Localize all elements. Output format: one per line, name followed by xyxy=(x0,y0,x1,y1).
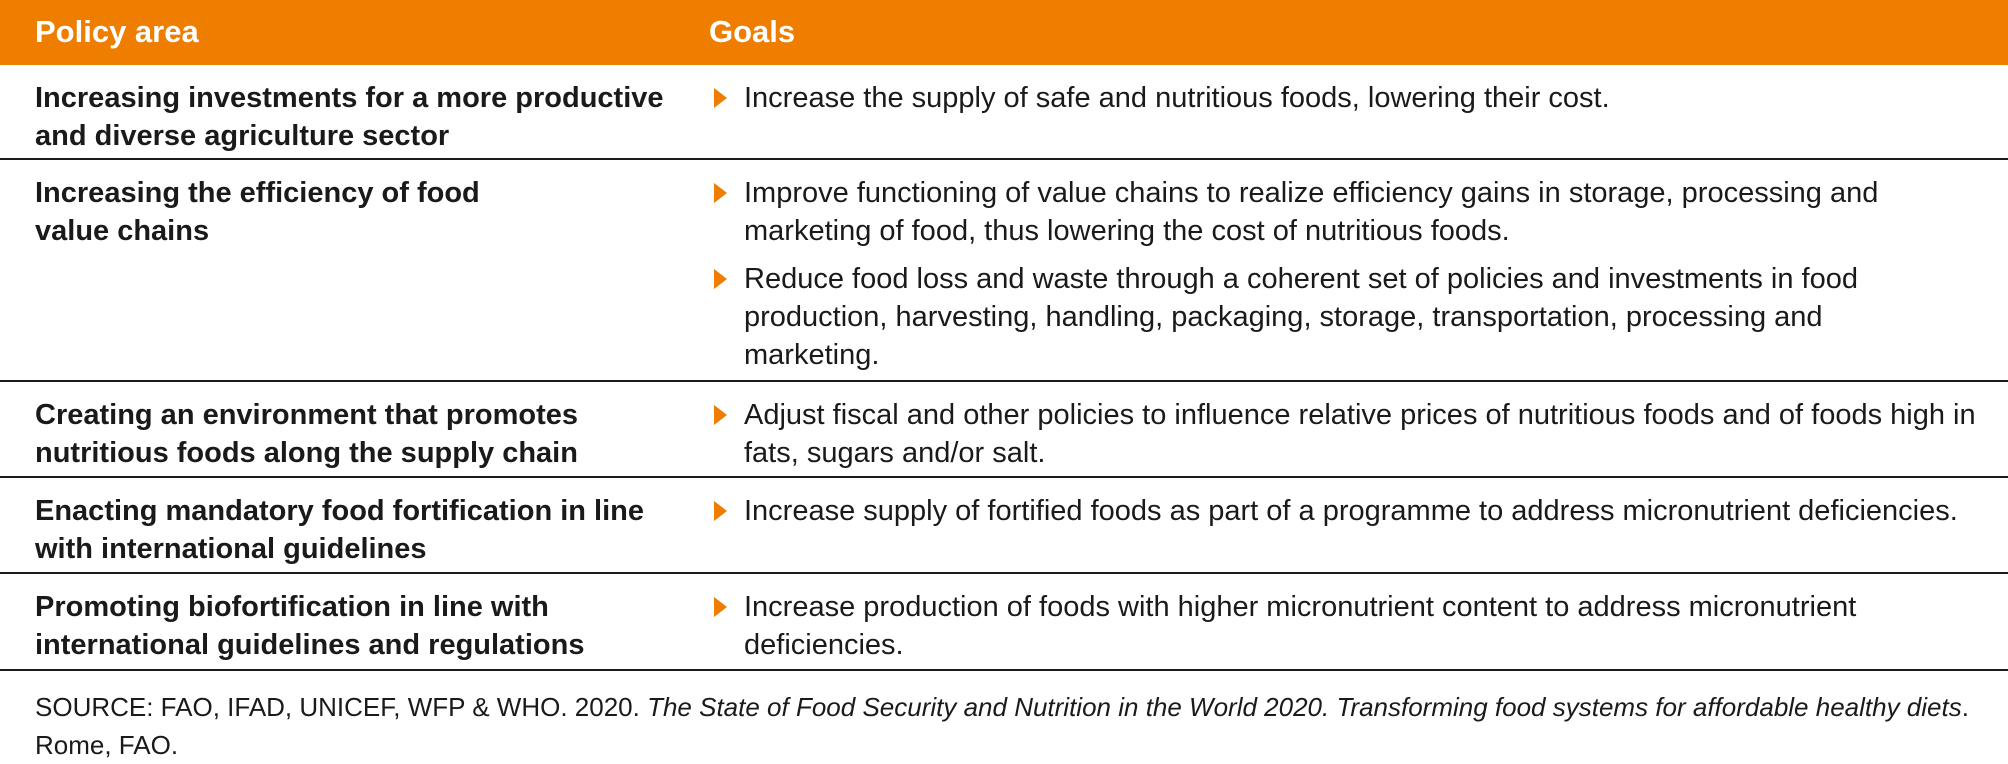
policy-area-cell: Enacting mandatory food fortification in… xyxy=(35,495,645,565)
goal-item: Increase production of foods with higher… xyxy=(709,588,1999,664)
triangle-right-icon xyxy=(714,405,727,425)
source-title: The State of Food Security and Nutrition… xyxy=(647,692,1962,722)
goals-cell: Increase production of foods with higher… xyxy=(709,588,1999,674)
triangle-right-icon xyxy=(714,183,727,203)
source-prefix: SOURCE: FAO, IFAD, UNICEF, WFP & WHO. 20… xyxy=(35,692,648,722)
goal-item: Increase the supply of safe and nutritio… xyxy=(709,79,1999,117)
table-row: Increasing the efficiency of food value … xyxy=(0,160,2008,382)
table-row: Creating an environment that promotes nu… xyxy=(0,382,2008,478)
goal-text: Improve functioning of value chains to r… xyxy=(744,177,1879,247)
goals-cell: Adjust fiscal and other policies to infl… xyxy=(709,396,1999,482)
goals-cell: Increase the supply of safe and nutritio… xyxy=(709,79,1999,127)
triangle-right-icon xyxy=(714,597,727,617)
source-note: SOURCE: FAO, IFAD, UNICEF, WFP & WHO. 20… xyxy=(35,688,1985,764)
policy-area-cell: Creating an environment that promotes nu… xyxy=(35,399,579,469)
table-row: Increasing investments for a more produc… xyxy=(0,65,2008,160)
table-header: Policy area Goals xyxy=(0,0,2008,65)
goal-item: Adjust fiscal and other policies to infl… xyxy=(709,396,1999,472)
policy-area-cell: Increasing investments for a more produc… xyxy=(35,82,664,152)
policy-area-cell: Increasing the efficiency of food value … xyxy=(35,177,480,247)
goals-cell: Improve functioning of value chains to r… xyxy=(709,174,1999,384)
goal-text: Adjust fiscal and other policies to infl… xyxy=(744,399,1976,469)
policy-area-cell: Promoting biofortification in line with … xyxy=(35,591,585,661)
goal-text: Increase supply of fortified foods as pa… xyxy=(744,495,1958,527)
policy-table: Policy area Goals Increasing investments… xyxy=(0,0,2008,671)
goal-text: Reduce food loss and waste through a coh… xyxy=(744,263,1858,371)
goal-text: Increase the supply of safe and nutritio… xyxy=(744,82,1610,114)
goal-text: Increase production of foods with higher… xyxy=(744,591,1857,661)
table-row: Enacting mandatory food fortification in… xyxy=(0,478,2008,574)
triangle-right-icon xyxy=(714,269,727,289)
triangle-right-icon xyxy=(714,501,727,521)
header-policy-area: Policy area xyxy=(35,14,199,49)
header-goals: Goals xyxy=(709,14,796,49)
goal-item: Increase supply of fortified foods as pa… xyxy=(709,492,1999,530)
triangle-right-icon xyxy=(714,88,727,108)
source-suffix: . Rome, FAO. xyxy=(35,692,1969,760)
goals-cell: Increase supply of fortified foods as pa… xyxy=(709,492,1999,540)
table-row: Promoting biofortification in line with … xyxy=(0,574,2008,671)
goal-item: Improve functioning of value chains to r… xyxy=(709,174,1999,250)
goal-item: Reduce food loss and waste through a coh… xyxy=(709,260,1999,374)
